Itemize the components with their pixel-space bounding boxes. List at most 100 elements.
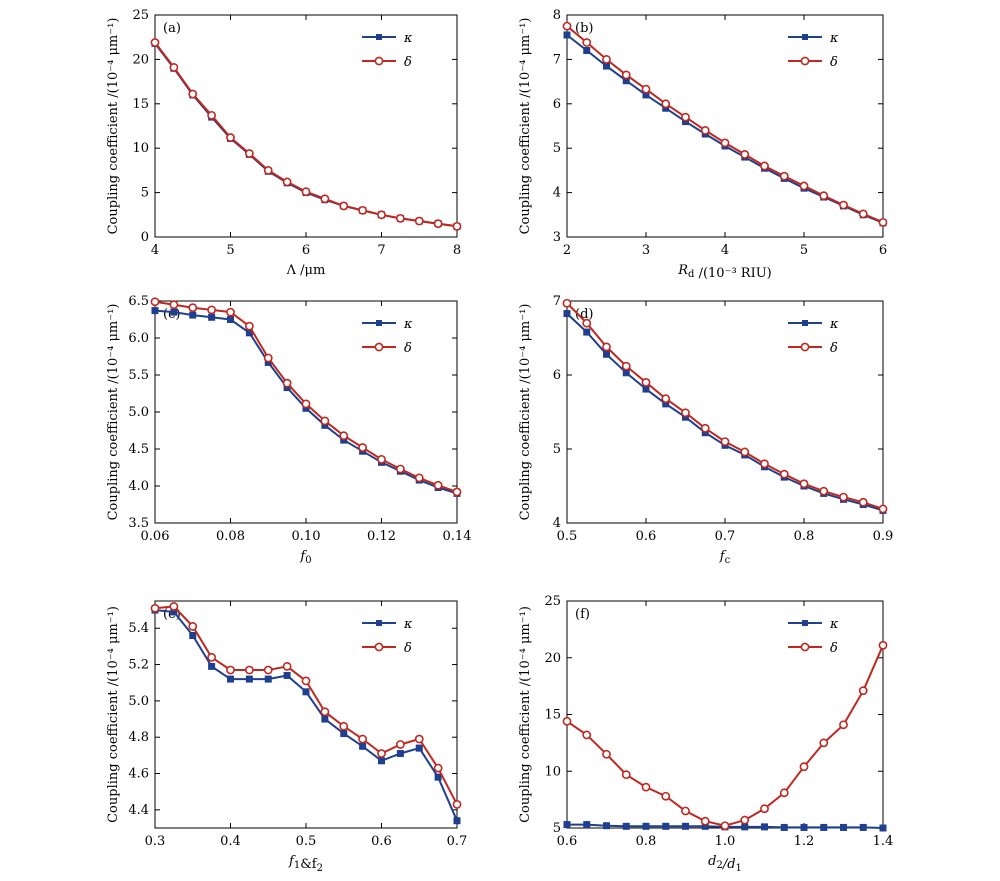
y-tick-label: 5 (141, 186, 149, 201)
data-point-delta (720, 437, 730, 446)
series-line-delta (566, 644, 884, 827)
legend-marker-kappa (376, 620, 382, 626)
x-tick-label: 3 (642, 243, 650, 258)
y-tick-label: 25 (544, 594, 561, 609)
x-tick-label: 0.7 (715, 529, 736, 544)
data-point-delta (282, 661, 292, 671)
data-point-delta (150, 603, 160, 613)
data-point-delta (878, 217, 888, 227)
data-point-kappa (359, 742, 367, 750)
y-axis-label: Coupling coefficient /(10⁻⁴ μm⁻¹) (106, 18, 121, 235)
data-point-delta (395, 464, 405, 474)
plot-frame (566, 300, 884, 524)
data-point-kappa (340, 730, 348, 738)
y-tick-label: 5 (553, 442, 561, 457)
legend-marker-delta (374, 56, 384, 66)
data-point-delta (169, 602, 179, 611)
data-point-delta (582, 318, 592, 328)
y-tick-label: 6 (553, 368, 561, 383)
data-point-delta (226, 133, 235, 142)
data-point-delta (740, 815, 750, 825)
data-point-delta (358, 443, 368, 452)
legend-marker-kappa (802, 620, 808, 626)
data-point-delta (700, 126, 710, 135)
data-point-delta (819, 738, 829, 748)
x-tick-label: 1.4 (873, 834, 894, 849)
y-tick-label: 7 (553, 294, 561, 309)
legend-marker-kappa (376, 34, 382, 40)
data-point-delta (320, 707, 330, 717)
data-point-delta (700, 816, 710, 826)
x-tick-label: 4 (721, 243, 729, 258)
legend-marker-kappa (376, 320, 382, 326)
data-point-delta (819, 191, 829, 201)
y-tick-label: 10 (544, 764, 561, 779)
data-point-delta (377, 210, 386, 220)
data-point-delta (799, 181, 809, 191)
y-tick-label: 4.4 (128, 803, 149, 818)
data-point-delta (602, 342, 611, 352)
x-tick-label: 2 (563, 243, 571, 258)
data-point-delta (339, 201, 349, 211)
data-point-delta (720, 138, 730, 148)
chart-panel-d: 0.5 0.6 0.7 0.8 0.9 4 5 6 7 fc Coupling coefficien… (518, 294, 893, 566)
data-point-delta (244, 665, 254, 675)
data-point-delta (661, 99, 671, 109)
legend-label: κ (829, 317, 839, 332)
data-point-delta (839, 720, 848, 730)
y-tick-label: 3.5 (128, 516, 149, 531)
y-axis-label: Coupling coefficient /(10⁻⁴ μm⁻¹) (106, 304, 121, 521)
data-point-delta (207, 110, 217, 120)
x-tick-label: 8 (453, 243, 461, 258)
data-point-delta (358, 734, 368, 744)
x-axis-label: f1&f2 (288, 854, 323, 874)
x-tick-label: 5 (800, 243, 808, 258)
data-point-delta (433, 763, 443, 773)
data-point-kappa (583, 821, 591, 829)
x-tick-label: 0.6 (371, 834, 392, 849)
data-point-delta (641, 377, 651, 387)
y-tick-label: 10 (132, 141, 149, 156)
x-tick-label: 0.3 (145, 834, 166, 849)
data-point-kappa (378, 757, 385, 765)
data-point-kappa (283, 671, 291, 679)
data-point-delta (700, 423, 710, 433)
data-point-delta (858, 497, 868, 507)
data-point-kappa (208, 313, 216, 321)
data-point-delta (681, 806, 690, 816)
data-point-kappa (780, 823, 788, 831)
data-point-kappa (189, 311, 197, 319)
x-axis-label: fc (719, 549, 731, 566)
data-point-kappa (264, 675, 272, 683)
x-tick-label: 0.5 (296, 834, 317, 849)
y-tick-label: 7 (553, 52, 561, 67)
x-tick-label: 0.08 (216, 529, 245, 544)
legend-marker-delta (800, 342, 810, 352)
data-point-delta (452, 487, 462, 497)
data-point-kappa (761, 823, 768, 831)
y-tick-label: 25 (132, 8, 149, 23)
legend-label: δ (404, 55, 412, 70)
data-point-delta (621, 361, 631, 371)
data-point-delta (720, 821, 730, 831)
y-tick-label: 6 (553, 97, 561, 112)
series-line-delta (566, 302, 884, 510)
data-point-delta (282, 378, 292, 388)
data-point-delta (150, 38, 160, 47)
x-tick-label: 0.9 (873, 529, 894, 544)
data-point-delta (301, 399, 311, 409)
legend-marker-delta (374, 642, 384, 652)
data-point-delta (188, 303, 198, 313)
x-tick-label: 0.14 (443, 529, 472, 544)
y-tick-label: 20 (544, 651, 561, 666)
y-tick-label: 4 (553, 186, 561, 201)
x-axis-label: f0 (299, 549, 311, 566)
data-point-delta (433, 480, 443, 490)
data-point-delta (169, 300, 179, 310)
chart-panel-f: 0.6 0.8 1.0 1.2 1.4 5 10 15 20 25 d2/d1 Coupling co… (518, 594, 893, 874)
y-tick-label: 5.4 (128, 621, 149, 636)
data-point-delta (621, 70, 631, 80)
legend-label: δ (404, 341, 412, 356)
plot-frame (566, 14, 884, 238)
